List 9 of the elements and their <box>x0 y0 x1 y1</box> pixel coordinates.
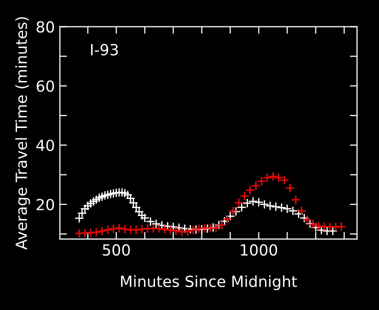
y-tick-label: 40 <box>36 140 54 152</box>
y-tick-label: 20 <box>36 198 54 210</box>
x-axis-title: Minutes Since Midnight <box>121 275 297 290</box>
y-tick-label: 80 <box>36 21 54 33</box>
y-axis-title: Average Travel Time (minutes) <box>15 17 30 250</box>
y-tick-label: 60 <box>36 80 54 92</box>
x-tick-label: 1000 <box>240 244 278 256</box>
x-tick-label: 500 <box>102 244 130 256</box>
annotation: I-93 <box>91 44 118 56</box>
